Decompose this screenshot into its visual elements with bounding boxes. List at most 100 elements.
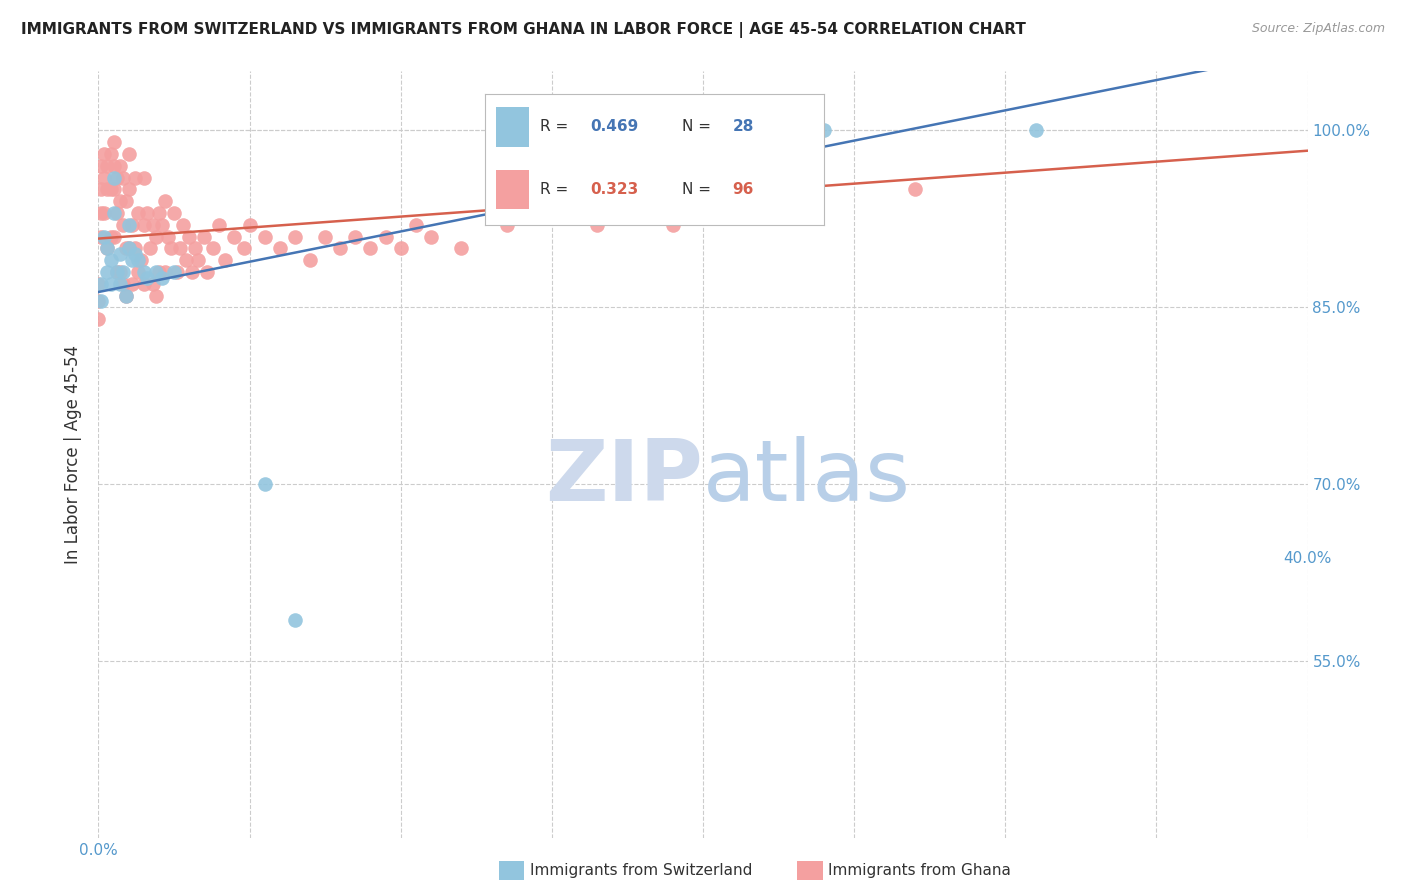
Point	[121, 253, 143, 268]
Point	[103, 170, 125, 185]
Text: Immigrants from Ghana: Immigrants from Ghana	[828, 863, 1011, 878]
Point	[127, 206, 149, 220]
Point	[118, 241, 141, 255]
Point	[135, 271, 157, 285]
Point	[121, 277, 143, 291]
Point	[253, 229, 276, 244]
Text: Source: ZipAtlas.com: Source: ZipAtlas.com	[1251, 22, 1385, 36]
Point	[132, 170, 155, 185]
Point	[253, 477, 276, 491]
Point	[132, 277, 155, 291]
Point	[96, 265, 118, 279]
Text: ZIP: ZIP	[546, 436, 703, 519]
Point	[166, 265, 188, 279]
Point	[148, 206, 170, 220]
Point	[783, 194, 806, 209]
Point	[96, 241, 118, 255]
Point	[450, 241, 472, 255]
Point	[103, 182, 125, 196]
Point	[169, 241, 191, 255]
Point	[105, 265, 128, 279]
Point	[389, 241, 412, 255]
Point	[329, 241, 352, 255]
Point	[90, 277, 112, 291]
Point	[153, 194, 176, 209]
Point	[420, 229, 443, 244]
Point	[93, 170, 115, 185]
Point	[103, 229, 125, 244]
Point	[103, 159, 125, 173]
Point	[661, 218, 683, 232]
Point	[90, 294, 112, 309]
Point	[813, 123, 835, 137]
Point	[127, 265, 149, 279]
Point	[105, 206, 128, 220]
Point	[90, 229, 112, 244]
Point	[163, 265, 186, 279]
Point	[163, 206, 186, 220]
Point	[160, 241, 183, 255]
Point	[103, 206, 125, 220]
Point	[195, 265, 218, 279]
Point	[299, 253, 322, 268]
Point	[135, 206, 157, 220]
Point	[239, 218, 262, 232]
Point	[111, 170, 134, 185]
Point	[118, 182, 141, 196]
Point	[284, 613, 307, 627]
Point	[145, 229, 167, 244]
Point	[374, 229, 396, 244]
Point	[156, 229, 179, 244]
Point	[142, 218, 165, 232]
Point	[540, 206, 562, 220]
Point	[108, 277, 131, 291]
Point	[90, 182, 112, 196]
Point	[1024, 123, 1046, 137]
Point	[232, 241, 254, 255]
Point	[179, 229, 201, 244]
Point	[90, 206, 112, 220]
Point	[118, 147, 141, 161]
Point	[108, 247, 131, 261]
Point	[631, 206, 654, 220]
Point	[723, 206, 745, 220]
Point	[124, 170, 146, 185]
Point	[111, 265, 134, 279]
Point	[108, 194, 131, 209]
Point	[202, 241, 225, 255]
Point	[108, 159, 131, 173]
Point	[96, 182, 118, 196]
Point	[111, 218, 134, 232]
Point	[87, 312, 110, 326]
Point	[184, 241, 207, 255]
Point	[150, 218, 173, 232]
Point	[93, 229, 115, 244]
Text: IMMIGRANTS FROM SWITZERLAND VS IMMIGRANTS FROM GHANA IN LABOR FORCE | AGE 45-54 : IMMIGRANTS FROM SWITZERLAND VS IMMIGRANT…	[21, 22, 1026, 38]
Point	[181, 265, 204, 279]
Y-axis label: In Labor Force | Age 45-54: In Labor Force | Age 45-54	[65, 345, 83, 565]
Point	[100, 182, 122, 196]
Text: Immigrants from Switzerland: Immigrants from Switzerland	[530, 863, 752, 878]
Point	[118, 241, 141, 255]
Point	[174, 253, 197, 268]
Text: atlas: atlas	[703, 436, 911, 519]
Point	[93, 147, 115, 161]
Point	[314, 229, 336, 244]
Point	[124, 241, 146, 255]
Point	[495, 218, 517, 232]
Point	[142, 277, 165, 291]
Point	[145, 265, 167, 279]
Point	[124, 247, 146, 261]
Point	[114, 288, 136, 302]
Point	[586, 218, 609, 232]
Point	[139, 241, 162, 255]
Point	[103, 135, 125, 149]
Point	[127, 253, 149, 268]
Point	[96, 159, 118, 173]
Point	[360, 241, 382, 255]
Point	[105, 265, 128, 279]
Point	[87, 294, 110, 309]
Point	[132, 265, 155, 279]
Point	[100, 253, 122, 268]
Point	[108, 265, 131, 279]
